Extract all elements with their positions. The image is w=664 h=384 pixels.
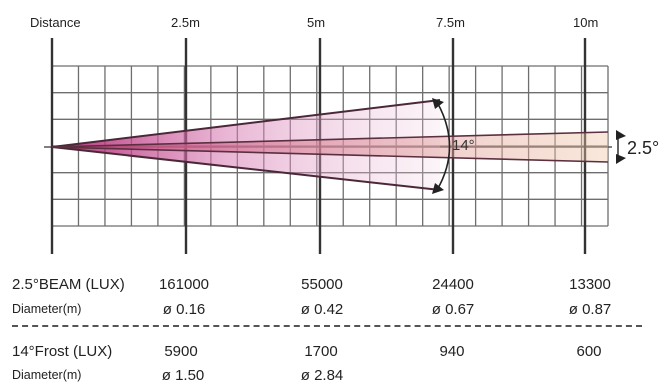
frost-diameter-value: ø 2.84 bbox=[300, 367, 344, 384]
frost-lux-value: 600 bbox=[576, 343, 602, 360]
beam-lux-label: 2.5°BEAM (LUX) bbox=[12, 276, 125, 293]
beam-diameter-value: ø 0.67 bbox=[431, 301, 475, 318]
beam-lux-value: 55000 bbox=[301, 276, 343, 293]
frost-cone-lower-edge bbox=[51, 146, 441, 191]
beam-diameter-value: ø 0.16 bbox=[162, 301, 206, 318]
frost-lux-value: 5900 bbox=[164, 343, 198, 360]
beam-diameter-value: ø 0.42 bbox=[300, 301, 344, 318]
table-divider bbox=[12, 325, 642, 327]
distance-2-5m: 2.5m bbox=[171, 15, 200, 30]
beam-angle-label: 2.5° bbox=[627, 138, 660, 158]
frost-diameter-label: Diameter(m) bbox=[12, 368, 82, 382]
narrow-beam-lower-edge bbox=[51, 146, 609, 163]
distance-7-5m: 7.5m bbox=[436, 15, 465, 30]
beam-lux-value: 13300 bbox=[569, 276, 611, 293]
distance-5m: 5m bbox=[307, 15, 326, 30]
distance-label: Distance bbox=[30, 15, 81, 30]
frost-angle-label: 14° bbox=[452, 137, 475, 154]
frost-angle-arrowhead-top bbox=[432, 98, 444, 109]
frost-angle-arc bbox=[436, 101, 451, 191]
frost-lux-value: 1700 bbox=[304, 343, 338, 360]
beam-lux-value: 24400 bbox=[432, 276, 474, 293]
beam-diameter-value: ø 0.87 bbox=[568, 301, 612, 318]
narrow-beam-upper-edge bbox=[51, 131, 609, 148]
distance-10m: 10m bbox=[573, 15, 599, 30]
beam-lux-value: 161000 bbox=[158, 276, 210, 293]
narrow-beam bbox=[52, 132, 608, 162]
frost-diameter-value: ø 1.50 bbox=[161, 367, 205, 384]
frost-lux-label: 14°Frost (LUX) bbox=[12, 343, 113, 360]
beam-diameter-label: Diameter(m) bbox=[12, 302, 82, 316]
frost-cone-upper-edge bbox=[51, 99, 441, 148]
frost-lux-value: 940 bbox=[439, 343, 465, 360]
frost-angle-arrowhead-bottom bbox=[432, 183, 444, 194]
